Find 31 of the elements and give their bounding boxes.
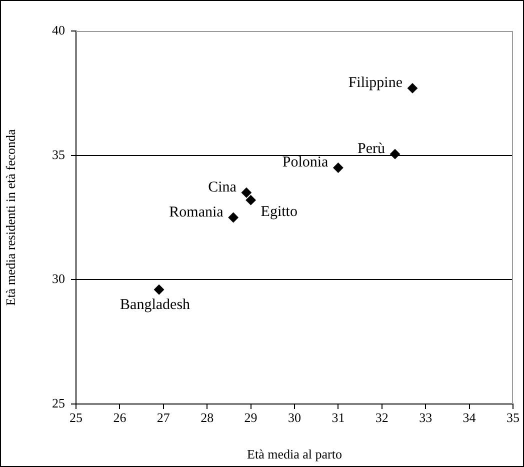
annotation: Filippine — [348, 75, 403, 92]
y-tick-label: 25 — [52, 395, 65, 410]
annotation: Polonia — [282, 154, 329, 171]
y-tick-label: 35 — [52, 146, 65, 162]
point — [333, 162, 344, 173]
x-tick-label: 29 — [244, 410, 258, 426]
x-tick-label: 32 — [375, 410, 388, 426]
annotation: Romania — [169, 204, 224, 220]
point — [407, 83, 418, 94]
x-axis-title: Età media al parto — [247, 446, 342, 462]
y-tick-label: 30 — [52, 271, 65, 286]
x-tick-label: 34 — [462, 410, 476, 426]
point — [154, 284, 164, 295]
point — [228, 212, 238, 222]
x-tick-label: 25 — [70, 410, 82, 426]
point — [241, 188, 252, 198]
y-tick-label: 40 — [52, 22, 65, 38]
annotation: Bangladesh — [120, 297, 191, 314]
x-tick-label: 30 — [288, 410, 301, 426]
point — [246, 195, 256, 206]
x-tick-label: 31 — [332, 410, 345, 426]
x-tick-label: 35 — [506, 410, 520, 426]
point — [390, 149, 400, 160]
x-tick-label: 27 — [156, 410, 170, 426]
x-tick-label: 26 — [113, 410, 127, 426]
y-axis-title: Età media residenti in età feconda — [3, 129, 18, 306]
x-tick-label: 33 — [419, 410, 432, 426]
annotation: Perù — [358, 141, 386, 158]
annotation: Egitto — [260, 204, 298, 220]
x-tick-label: 28 — [200, 410, 214, 426]
annotation: Cina — [208, 180, 237, 196]
